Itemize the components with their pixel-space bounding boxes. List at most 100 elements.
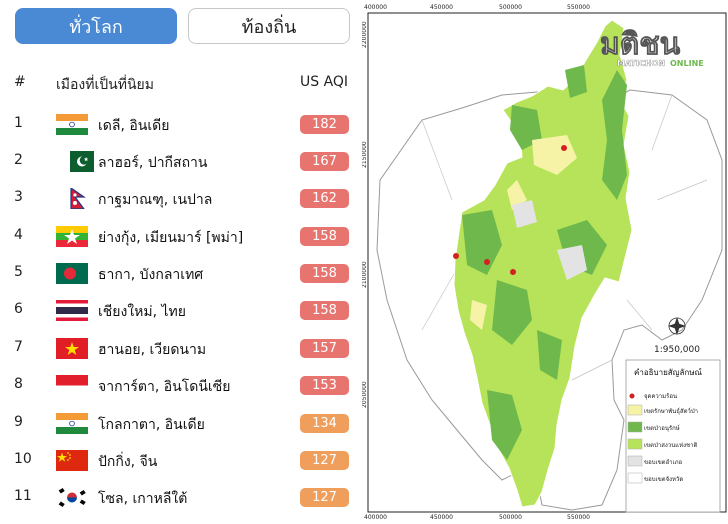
urban-areas bbox=[512, 200, 587, 280]
y-tick: 2100000 bbox=[362, 261, 368, 288]
aqi-ranking-panel: ทั่วโลก ท้องถิ่น # เมืองที่เป็นที่นิยม U… bbox=[0, 0, 362, 520]
y-tick: 2150000 bbox=[362, 141, 368, 168]
legend-swatch bbox=[627, 404, 643, 416]
india-flag-icon bbox=[56, 114, 88, 135]
legend-item: ขอบเขตจังหวัด bbox=[644, 476, 683, 483]
rank-number: 10 bbox=[14, 451, 32, 467]
x-tick-top: 500000 bbox=[499, 4, 522, 11]
x-tick-top: 450000 bbox=[430, 4, 453, 11]
tab-global[interactable]: ทั่วโลก bbox=[15, 8, 177, 44]
korea-flag-icon bbox=[56, 487, 88, 508]
rank-number: 5 bbox=[14, 264, 23, 280]
legend-item: เขตป่าอนุรักษ์ bbox=[644, 424, 680, 432]
x-tick-bottom: 400000 bbox=[364, 514, 387, 520]
watermark-sub: MATICHON bbox=[617, 59, 665, 68]
city-row[interactable]: 3 กาฐมาณฑุ, เนปาล 162 bbox=[0, 183, 362, 213]
city-row[interactable]: 8 จาการ์ตา, อินโดนีเซีย 153 bbox=[0, 370, 362, 400]
legend-item: เขตรักษาพันธุ์สัตว์ป่า bbox=[644, 407, 698, 415]
rank-column-header: # bbox=[14, 74, 26, 90]
rank-number: 2 bbox=[14, 152, 23, 168]
x-tick-bottom: 500000 bbox=[499, 514, 522, 520]
hotspot-marker bbox=[510, 269, 516, 275]
city-row[interactable]: 5 ธากา, บังกลาเทศ 158 bbox=[0, 258, 362, 288]
aqi-column-header: US AQI bbox=[300, 74, 349, 90]
city-column-header: เมืองที่เป็นที่นิยม bbox=[56, 77, 154, 93]
city-row[interactable]: 7 ฮานอย, เวียดนาม 157 bbox=[0, 333, 362, 363]
city-name: กาฐมาณฑุ, เนปาล bbox=[98, 192, 213, 208]
x-tick-bottom: 450000 bbox=[430, 514, 453, 520]
hotspot-marker bbox=[561, 145, 567, 151]
aqi-badge: 134 bbox=[300, 414, 349, 433]
city-row[interactable]: 6 เชียงใหม่, ไทย 158 bbox=[0, 295, 362, 325]
legend-item: เขตป่าสงวนแห่งชาติ bbox=[644, 442, 697, 449]
pakistan-flag-icon bbox=[62, 151, 94, 172]
city-row[interactable]: 10 ปักกิ่ง, จีน 127 bbox=[0, 445, 362, 475]
legend-title: คำอธิบายสัญลักษณ์ bbox=[634, 367, 703, 377]
rank-number: 8 bbox=[14, 376, 23, 392]
north-arrow-icon bbox=[668, 317, 686, 335]
rank-number: 7 bbox=[14, 339, 23, 355]
legend-item: จุดความร้อน bbox=[644, 393, 677, 400]
legend-item: ขอบเขตอำเภอ bbox=[644, 459, 683, 466]
rank-number: 1 bbox=[14, 115, 23, 131]
matichon-watermark: มติชน MATICHON ONLINE bbox=[600, 27, 704, 69]
rank-number: 4 bbox=[14, 227, 23, 243]
x-tick-bottom: 550000 bbox=[567, 514, 590, 520]
inner-district-lines bbox=[421, 94, 708, 381]
x-tick-top: 400000 bbox=[364, 4, 387, 11]
tab-local[interactable]: ท้องถิ่น bbox=[188, 8, 350, 44]
aqi-badge: 182 bbox=[300, 115, 349, 134]
city-name: เชียงใหม่, ไทย bbox=[98, 304, 186, 320]
map-svg: 400000 450000 500000 550000 400000 45000… bbox=[361, 4, 727, 521]
city-row[interactable]: 11 โซล, เกาหลีใต้ 127 bbox=[0, 482, 362, 512]
aqi-badge: 162 bbox=[300, 189, 349, 208]
city-row[interactable]: 4 ย่างกุ้ง, เมียนมาร์ [พม่า] 158 bbox=[0, 221, 362, 251]
city-name: ธากา, บังกลาเทศ bbox=[98, 267, 204, 283]
aqi-badge: 158 bbox=[300, 227, 349, 246]
watermark-sub: ONLINE bbox=[670, 59, 704, 68]
aqi-badge: 153 bbox=[300, 376, 349, 395]
rank-number: 11 bbox=[14, 488, 32, 504]
nepal-flag-icon bbox=[62, 188, 94, 209]
hotspot-map: 400000 450000 500000 550000 400000 45000… bbox=[361, 0, 728, 521]
y-tick: 2200000 bbox=[362, 21, 368, 48]
city-name: จาการ์ตา, อินโดนีเซีย bbox=[98, 379, 231, 395]
thailand-flag-icon bbox=[56, 300, 88, 321]
indonesia-flag-icon bbox=[56, 375, 88, 396]
map-legend: คำอธิบายสัญลักษณ์ จุดความร้อน เขตรักษาพั… bbox=[625, 359, 721, 513]
map-scale: 1:950,000 bbox=[654, 345, 700, 355]
legend-swatch bbox=[627, 438, 643, 450]
city-row[interactable]: 2 ลาฮอร์, ปากีสถาน 167 bbox=[0, 146, 362, 176]
india-flag-icon bbox=[56, 413, 88, 434]
aqi-badge: 158 bbox=[300, 301, 349, 320]
hotspot-marker bbox=[453, 253, 459, 259]
city-name: ลาฮอร์, ปากีสถาน bbox=[98, 155, 208, 171]
rank-number: 9 bbox=[14, 414, 23, 430]
myanmar-flag-icon bbox=[56, 226, 88, 247]
vietnam-flag-icon bbox=[56, 338, 88, 359]
legend-hotspot-swatch bbox=[629, 393, 635, 399]
bangladesh-flag-icon bbox=[56, 263, 88, 284]
legend-swatch bbox=[627, 455, 643, 467]
rank-number: 3 bbox=[14, 189, 23, 205]
rank-number: 6 bbox=[14, 301, 23, 317]
legend-swatch bbox=[627, 472, 643, 484]
hotspot-markers bbox=[453, 145, 567, 275]
city-name: เดลี, อินเดีย bbox=[98, 118, 170, 134]
city-row[interactable]: 1 เดลี, อินเดีย 182 bbox=[0, 109, 362, 139]
city-name: โกลกาตา, อินเดีย bbox=[98, 417, 205, 433]
y-tick: 2050000 bbox=[362, 381, 368, 408]
wildlife-sanctuary-areas bbox=[470, 135, 577, 330]
chiang-mai-province bbox=[453, 19, 633, 508]
aqi-badge: 127 bbox=[300, 451, 349, 470]
hotspot-marker bbox=[484, 259, 490, 265]
city-row[interactable]: 9 โกลกาตา, อินเดีย 134 bbox=[0, 408, 362, 438]
city-name: ฮานอย, เวียดนาม bbox=[98, 342, 207, 358]
watermark-logo: มติชน bbox=[600, 27, 681, 62]
aqi-badge: 158 bbox=[300, 264, 349, 283]
aqi-badge: 167 bbox=[300, 152, 349, 171]
city-name: ปักกิ่ง, จีน bbox=[98, 454, 158, 470]
china-flag-icon bbox=[56, 450, 88, 471]
city-name: โซล, เกาหลีใต้ bbox=[98, 491, 188, 507]
city-name: ย่างกุ้ง, เมียนมาร์ [พม่า] bbox=[98, 230, 244, 246]
